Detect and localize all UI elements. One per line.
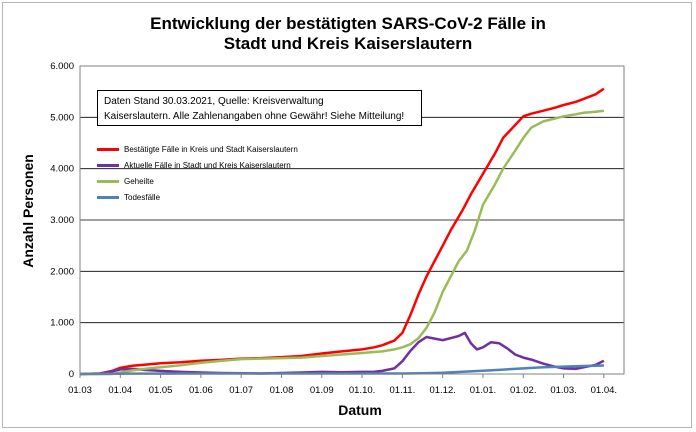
- x-tick-label: 01.04.: [591, 385, 617, 396]
- x-tick-labels: 01.03 01.04 01.05 01.06 01.07 01.08 01.09 01.10…: [68, 374, 617, 396]
- chart-title: Entwicklung der bestätigten SARS-CoV-2 F…: [0, 14, 696, 54]
- chart-title-line-2: Stadt und Kreis Kaiserslautern: [223, 34, 473, 53]
- legend-swatch: [97, 179, 119, 183]
- legend-item: Aktuelle Fälle in Stadt und Kreis Kaiser…: [97, 157, 307, 173]
- y-tick-label: 4.000: [50, 164, 74, 175]
- series-lines: [79, 87, 605, 376]
- y-tick-label: 6.000: [50, 61, 74, 72]
- x-tick-label: 01.05: [149, 385, 173, 396]
- legend-label: Geheilte: [124, 176, 154, 186]
- y-tick-label: 2.000: [50, 266, 74, 277]
- legend-label: Bestätigte Fälle in Kreis und Stadt Kais…: [124, 144, 298, 154]
- series-line-aktuelle-falle-in-stadt-und-kreis-kaiserslautern: [79, 331, 605, 376]
- y-tick-label: 3.000: [50, 215, 74, 226]
- y-tick-labels: 0 1.000 2.000 3.000 4.000 5.000 6.000: [50, 61, 74, 380]
- legend-item: Bestätigte Fälle in Kreis und Stadt Kais…: [97, 141, 307, 157]
- x-tick-label: 01.11.: [390, 385, 416, 396]
- data-source-note-line-2: Kaiserslautern. Alle Zahlenangaben ohne …: [104, 111, 405, 122]
- data-source-note-line-1: Daten Stand 30.03.2021, Quelle: Kreisver…: [104, 96, 324, 107]
- x-tick-label: 01.03: [68, 385, 92, 396]
- legend-item: Todesfälle: [97, 189, 307, 205]
- legend-swatch: [97, 195, 119, 199]
- legend-item: Geheilte: [97, 173, 307, 189]
- x-tick-label: 01.07: [229, 385, 253, 396]
- x-tick-label: 01.09: [310, 385, 334, 396]
- x-tick-label: 01.01.: [470, 385, 496, 396]
- legend-label: Todesfälle: [124, 192, 161, 202]
- x-tick-label: 01.10.: [349, 385, 375, 396]
- x-axis-label: Datum: [338, 402, 382, 418]
- x-tick-label: 01.02.: [510, 385, 536, 396]
- chart-title-line-1: Entwicklung der bestätigten SARS-CoV-2 F…: [150, 14, 546, 33]
- x-tick-label: 01.08: [270, 385, 294, 396]
- x-tick-label: 01.04: [108, 385, 132, 396]
- legend-swatch: [97, 163, 119, 167]
- plot-area-border: [79, 65, 625, 375]
- series-line-bestatigte-falle-in-kreis-und-stadt-kaiserslautern: [79, 87, 605, 376]
- chart-frame: [2, 2, 692, 428]
- data-source-note: Daten Stand 30.03.2021, Quelle: Kreisver…: [97, 90, 422, 126]
- legend-label: Aktuelle Fälle in Stadt und Kreis Kaiser…: [124, 160, 291, 170]
- y-tick-label: 0: [69, 369, 74, 380]
- x-tick-label: 01.06: [189, 385, 213, 396]
- y-tick-label: 5.000: [50, 112, 74, 123]
- y-tick-label: 1.000: [50, 318, 74, 329]
- series-line-geheilte: [80, 109, 605, 376]
- x-tick-label: 01.12.: [429, 385, 455, 396]
- chart-legend: Bestätigte Fälle in Kreis und Stadt Kais…: [97, 141, 307, 205]
- legend-swatch: [97, 147, 119, 151]
- x-tick-label: 01.03.: [550, 385, 576, 396]
